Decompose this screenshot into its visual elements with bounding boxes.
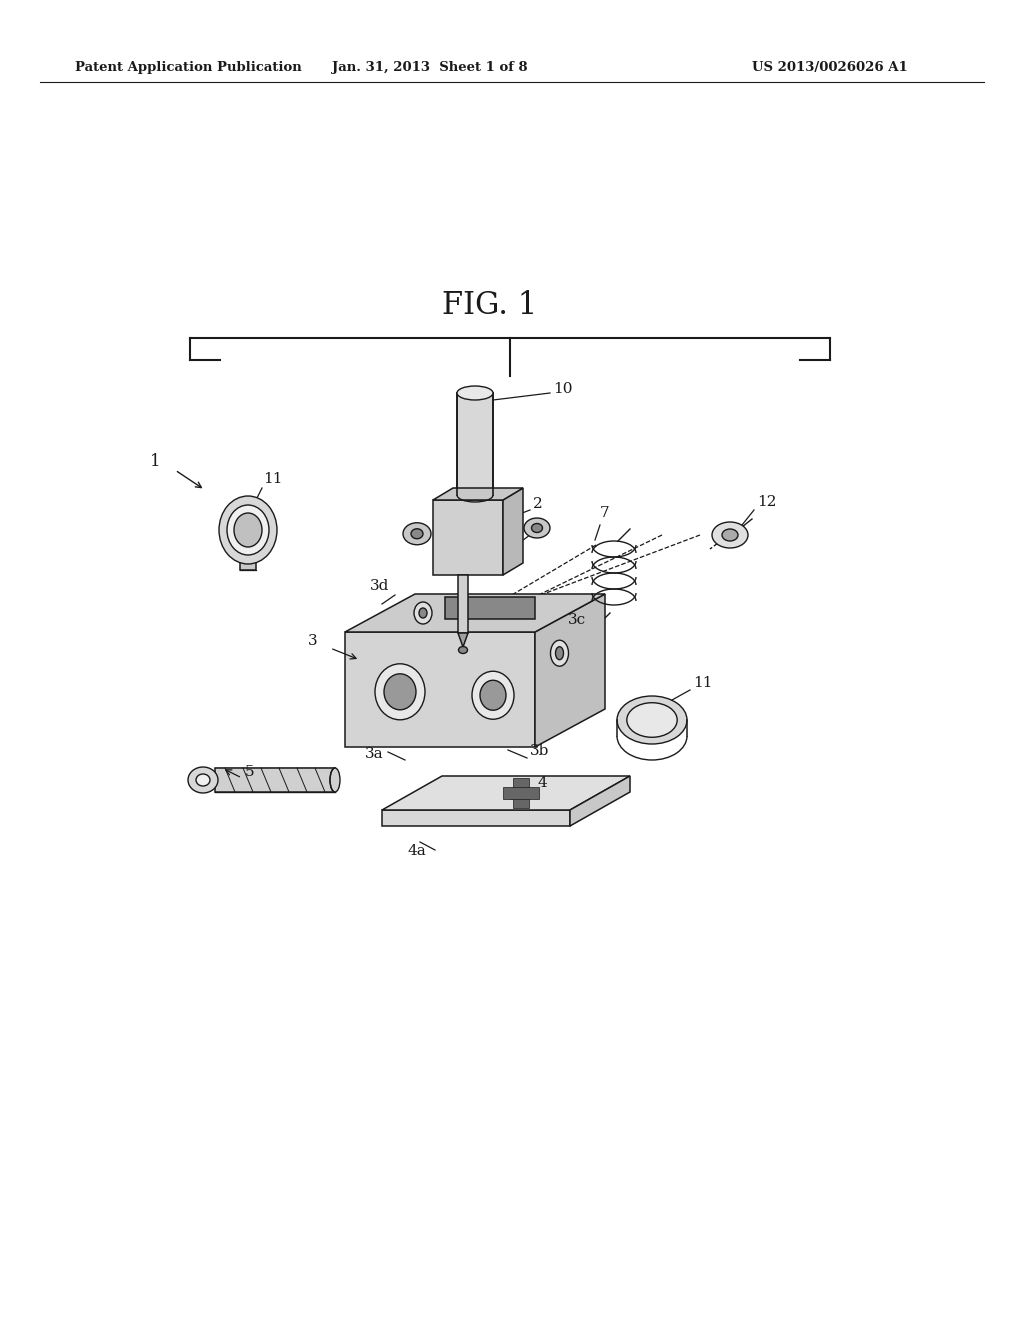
Polygon shape	[345, 594, 605, 632]
Bar	[240, 558, 256, 570]
Ellipse shape	[480, 680, 506, 710]
Ellipse shape	[414, 602, 432, 624]
Text: 11: 11	[693, 676, 713, 690]
Ellipse shape	[712, 521, 748, 548]
Polygon shape	[445, 597, 535, 619]
Ellipse shape	[524, 517, 550, 539]
Ellipse shape	[555, 647, 563, 660]
Text: 5: 5	[245, 766, 255, 779]
Ellipse shape	[227, 506, 269, 554]
Text: 2: 2	[534, 498, 543, 511]
Ellipse shape	[411, 529, 423, 539]
Text: 1: 1	[150, 453, 161, 470]
Text: 6: 6	[534, 521, 543, 535]
Text: 7: 7	[600, 506, 609, 520]
Polygon shape	[513, 777, 529, 808]
Bar	[457, 393, 493, 495]
Bar	[345, 632, 535, 747]
Polygon shape	[503, 488, 523, 576]
Polygon shape	[458, 634, 468, 647]
Text: 4a: 4a	[408, 843, 427, 858]
Polygon shape	[433, 488, 523, 500]
Ellipse shape	[457, 385, 493, 400]
Bar	[382, 810, 570, 826]
Ellipse shape	[551, 640, 568, 667]
Text: US 2013/0026026 A1: US 2013/0026026 A1	[752, 62, 908, 74]
Text: 10: 10	[553, 381, 572, 396]
Text: Jan. 31, 2013  Sheet 1 of 8: Jan. 31, 2013 Sheet 1 of 8	[332, 62, 527, 74]
Ellipse shape	[196, 774, 210, 785]
Ellipse shape	[219, 496, 278, 564]
Ellipse shape	[472, 672, 514, 719]
Text: 3: 3	[308, 634, 317, 648]
Ellipse shape	[234, 513, 262, 546]
Ellipse shape	[627, 702, 677, 738]
Ellipse shape	[419, 609, 427, 618]
Ellipse shape	[403, 523, 431, 545]
Ellipse shape	[617, 696, 687, 744]
Text: 3d: 3d	[370, 579, 389, 593]
Bar	[458, 576, 468, 634]
Text: 3c: 3c	[568, 612, 586, 627]
Bar	[433, 500, 503, 576]
Ellipse shape	[531, 524, 543, 532]
Ellipse shape	[722, 529, 738, 541]
Ellipse shape	[459, 647, 468, 653]
Text: 3a: 3a	[365, 747, 384, 762]
Ellipse shape	[188, 767, 218, 793]
Bar	[215, 768, 335, 792]
Text: FIG. 1: FIG. 1	[442, 289, 538, 321]
Polygon shape	[382, 776, 630, 810]
Text: Patent Application Publication: Patent Application Publication	[75, 62, 302, 74]
Text: 2a: 2a	[503, 605, 522, 619]
Ellipse shape	[384, 673, 416, 710]
Ellipse shape	[330, 768, 340, 792]
Text: 4: 4	[538, 776, 548, 789]
Text: 3b: 3b	[530, 744, 549, 758]
Polygon shape	[535, 594, 605, 747]
Polygon shape	[503, 787, 539, 799]
Text: 11: 11	[263, 473, 283, 486]
Polygon shape	[570, 776, 630, 826]
Ellipse shape	[375, 664, 425, 719]
Text: 12: 12	[757, 495, 776, 510]
